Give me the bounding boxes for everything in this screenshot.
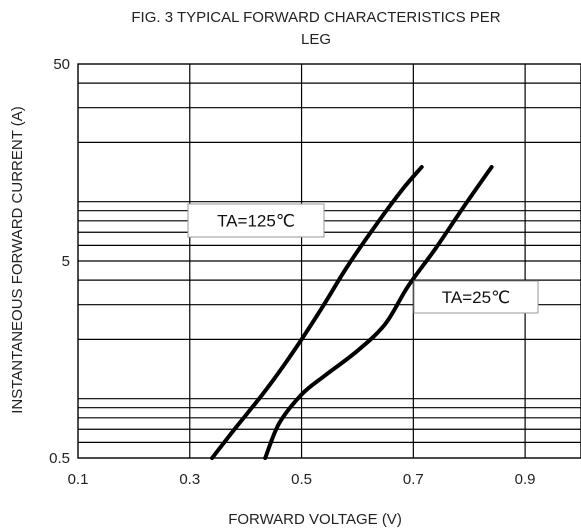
annotation-label-1: TA=25℃ <box>442 288 510 307</box>
plot-frame <box>77 63 581 459</box>
x-tick-label-0: 0.1 <box>68 471 89 488</box>
x-tick-label-4: 0.9 <box>515 471 536 488</box>
chart-title-line-1: FIG. 3 TYPICAL FORWARD CHARACTERISTICS P… <box>131 9 500 26</box>
y-tick-label-1: 5 <box>62 253 70 270</box>
y-axis-label: INSTANTANEOUS FORWARD CURRENT (A) <box>9 106 26 414</box>
y-tick-label-2: 0.5 <box>49 450 70 467</box>
x-tick-label-1: 0.3 <box>179 471 200 488</box>
series-curve-0 <box>210 165 424 460</box>
chart-title-line-2: LEG <box>301 31 331 48</box>
annotation-box-1 <box>413 280 539 314</box>
curve-layer <box>210 165 494 460</box>
series-annotation-0: TA=125℃ <box>187 203 325 238</box>
annotation-label-0: TA=125℃ <box>217 212 295 231</box>
grid-layer <box>78 64 581 458</box>
series-annotation-1: TA=25℃ <box>413 280 539 314</box>
tick-label-layer: 0.1 0.3 0.5 0.7 0.9 50 5 0.5 <box>49 56 535 488</box>
annotation-box-0 <box>187 203 325 238</box>
x-tick-label-3: 0.7 <box>403 471 424 488</box>
series-curve-1 <box>263 165 494 460</box>
annotation-layer: TA=125℃ TA=25℃ <box>187 203 539 314</box>
y-tick-label-0: 50 <box>53 56 70 73</box>
x-axis-label: FORWARD VOLTAGE (V) <box>228 511 402 528</box>
x-tick-label-2: 0.5 <box>291 471 312 488</box>
